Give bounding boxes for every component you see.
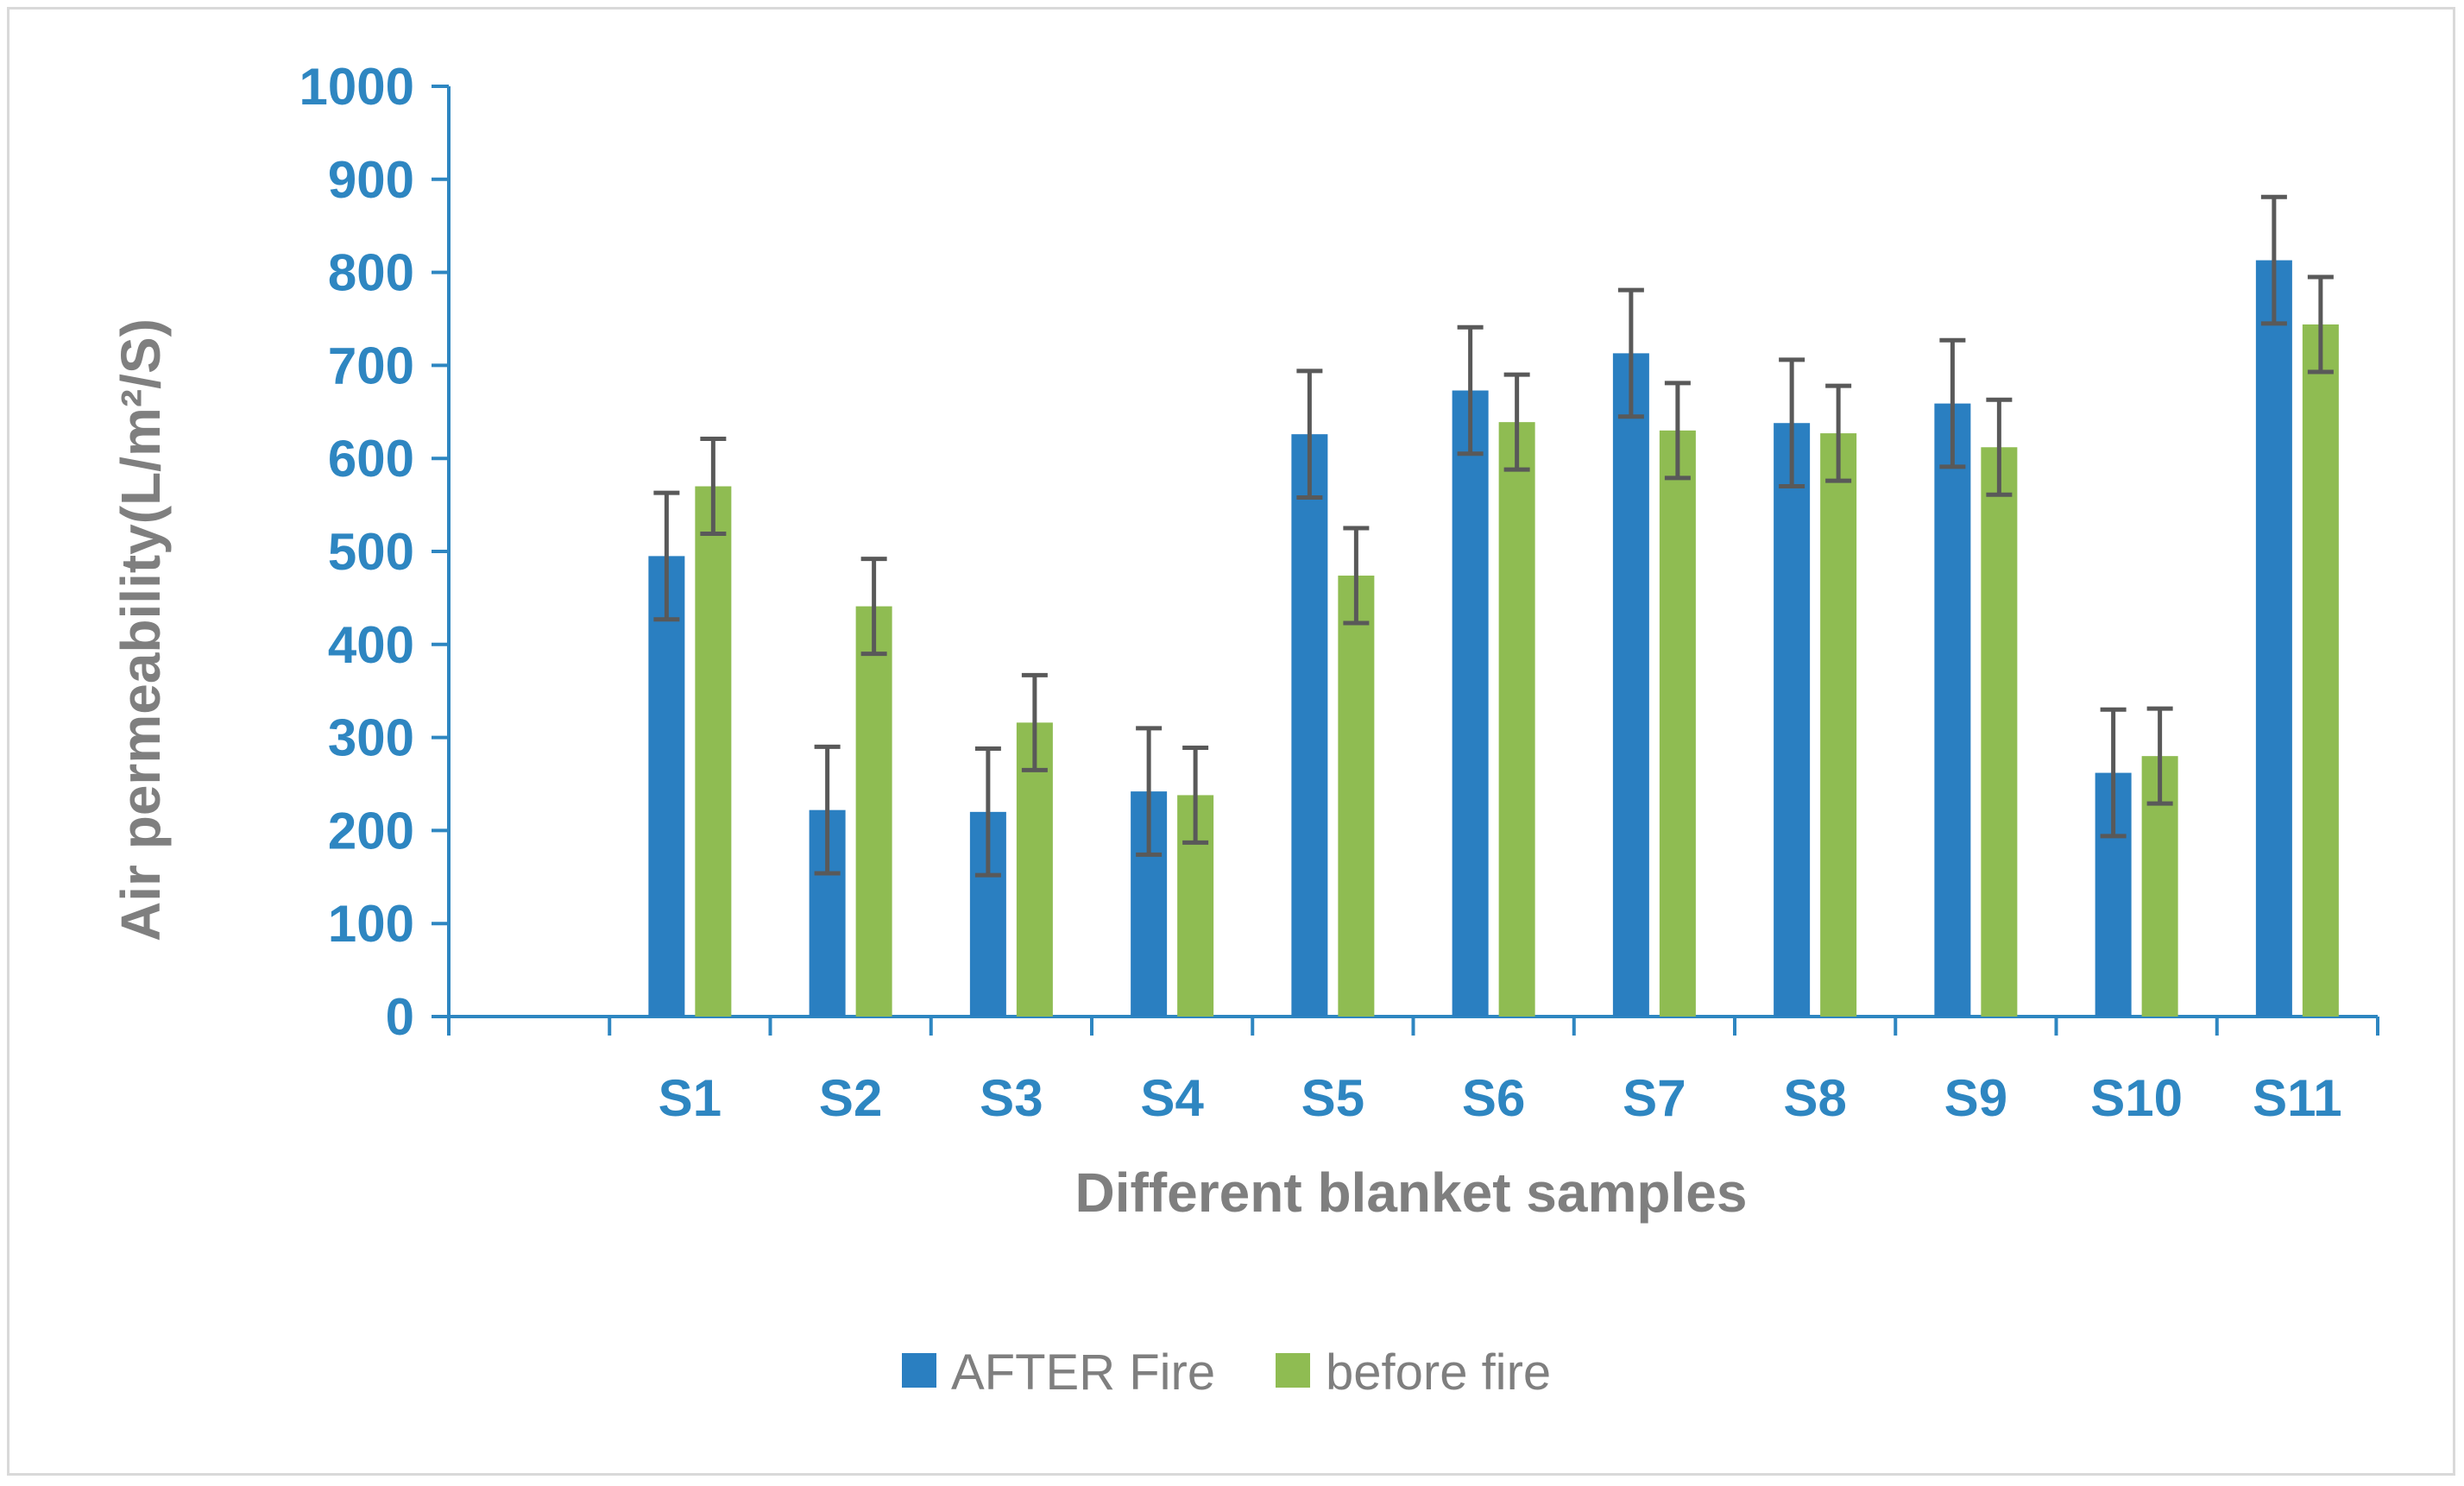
x-tick-label: S11 — [2253, 1069, 2341, 1127]
bar — [1498, 422, 1535, 1017]
bar — [648, 556, 685, 1017]
bar — [695, 486, 732, 1017]
y-tick-label: 500 — [328, 523, 414, 581]
bar — [1452, 390, 1489, 1017]
x-tick-label: S6 — [1462, 1069, 1525, 1127]
y-tick-label: 200 — [328, 802, 414, 859]
bar — [1820, 433, 1857, 1017]
bar — [2302, 324, 2339, 1017]
bars — [648, 260, 2339, 1017]
legend: AFTER Fire before fire — [902, 1344, 1551, 1401]
x-tick-label: S8 — [1783, 1069, 1846, 1127]
legend-swatch-before-fire — [1276, 1353, 1310, 1388]
x-tick-label: S2 — [819, 1069, 882, 1127]
y-tick-label: 0 — [386, 988, 414, 1046]
bar — [1291, 434, 1328, 1017]
y-tick-label: 400 — [328, 616, 414, 674]
bar — [1981, 447, 2018, 1017]
bar — [1934, 403, 1971, 1017]
x-tick-label: S4 — [1140, 1069, 1204, 1127]
legend-swatch-after-fire — [902, 1353, 936, 1388]
y-tick-label: 700 — [328, 337, 414, 394]
bar — [1612, 353, 1649, 1017]
error-bars — [653, 194, 2334, 878]
x-tick-label: S7 — [1623, 1069, 1686, 1127]
x-tick-label: S9 — [1944, 1069, 2007, 1127]
y-axis-title: Air permeability(L/m²/S) — [110, 318, 172, 941]
chart-frame — [7, 7, 2455, 1476]
bar — [855, 606, 892, 1017]
y-tick-label: 300 — [328, 709, 414, 767]
bar — [2255, 260, 2292, 1017]
y-tick-label: 800 — [328, 244, 414, 302]
x-tick-label: S1 — [659, 1069, 722, 1127]
y-tick-label: 1000 — [299, 58, 414, 116]
bar — [1659, 430, 1696, 1017]
x-tick-label: S5 — [1301, 1069, 1364, 1127]
x-axis-title: Different blanket samples — [1075, 1162, 1748, 1224]
bar — [1338, 576, 1375, 1017]
x-axis: S1 S2 S3 S4 S5 S6 S7 S8 S9 S10 S11 — [447, 1015, 2379, 1127]
y-axis: 0 100 200 300 400 500 600 700 800 900 1000 — [299, 58, 451, 1046]
y-tick-label: 100 — [328, 895, 414, 953]
y-tick-label: 900 — [328, 151, 414, 209]
x-tick-label: S10 — [2090, 1069, 2183, 1127]
y-tick-label: 600 — [328, 430, 414, 488]
legend-label-after-fire: AFTER Fire — [951, 1344, 1215, 1401]
bar — [1774, 423, 1811, 1017]
x-tick-label: S3 — [980, 1069, 1043, 1127]
legend-label-before-fire: before fire — [1326, 1344, 1551, 1401]
